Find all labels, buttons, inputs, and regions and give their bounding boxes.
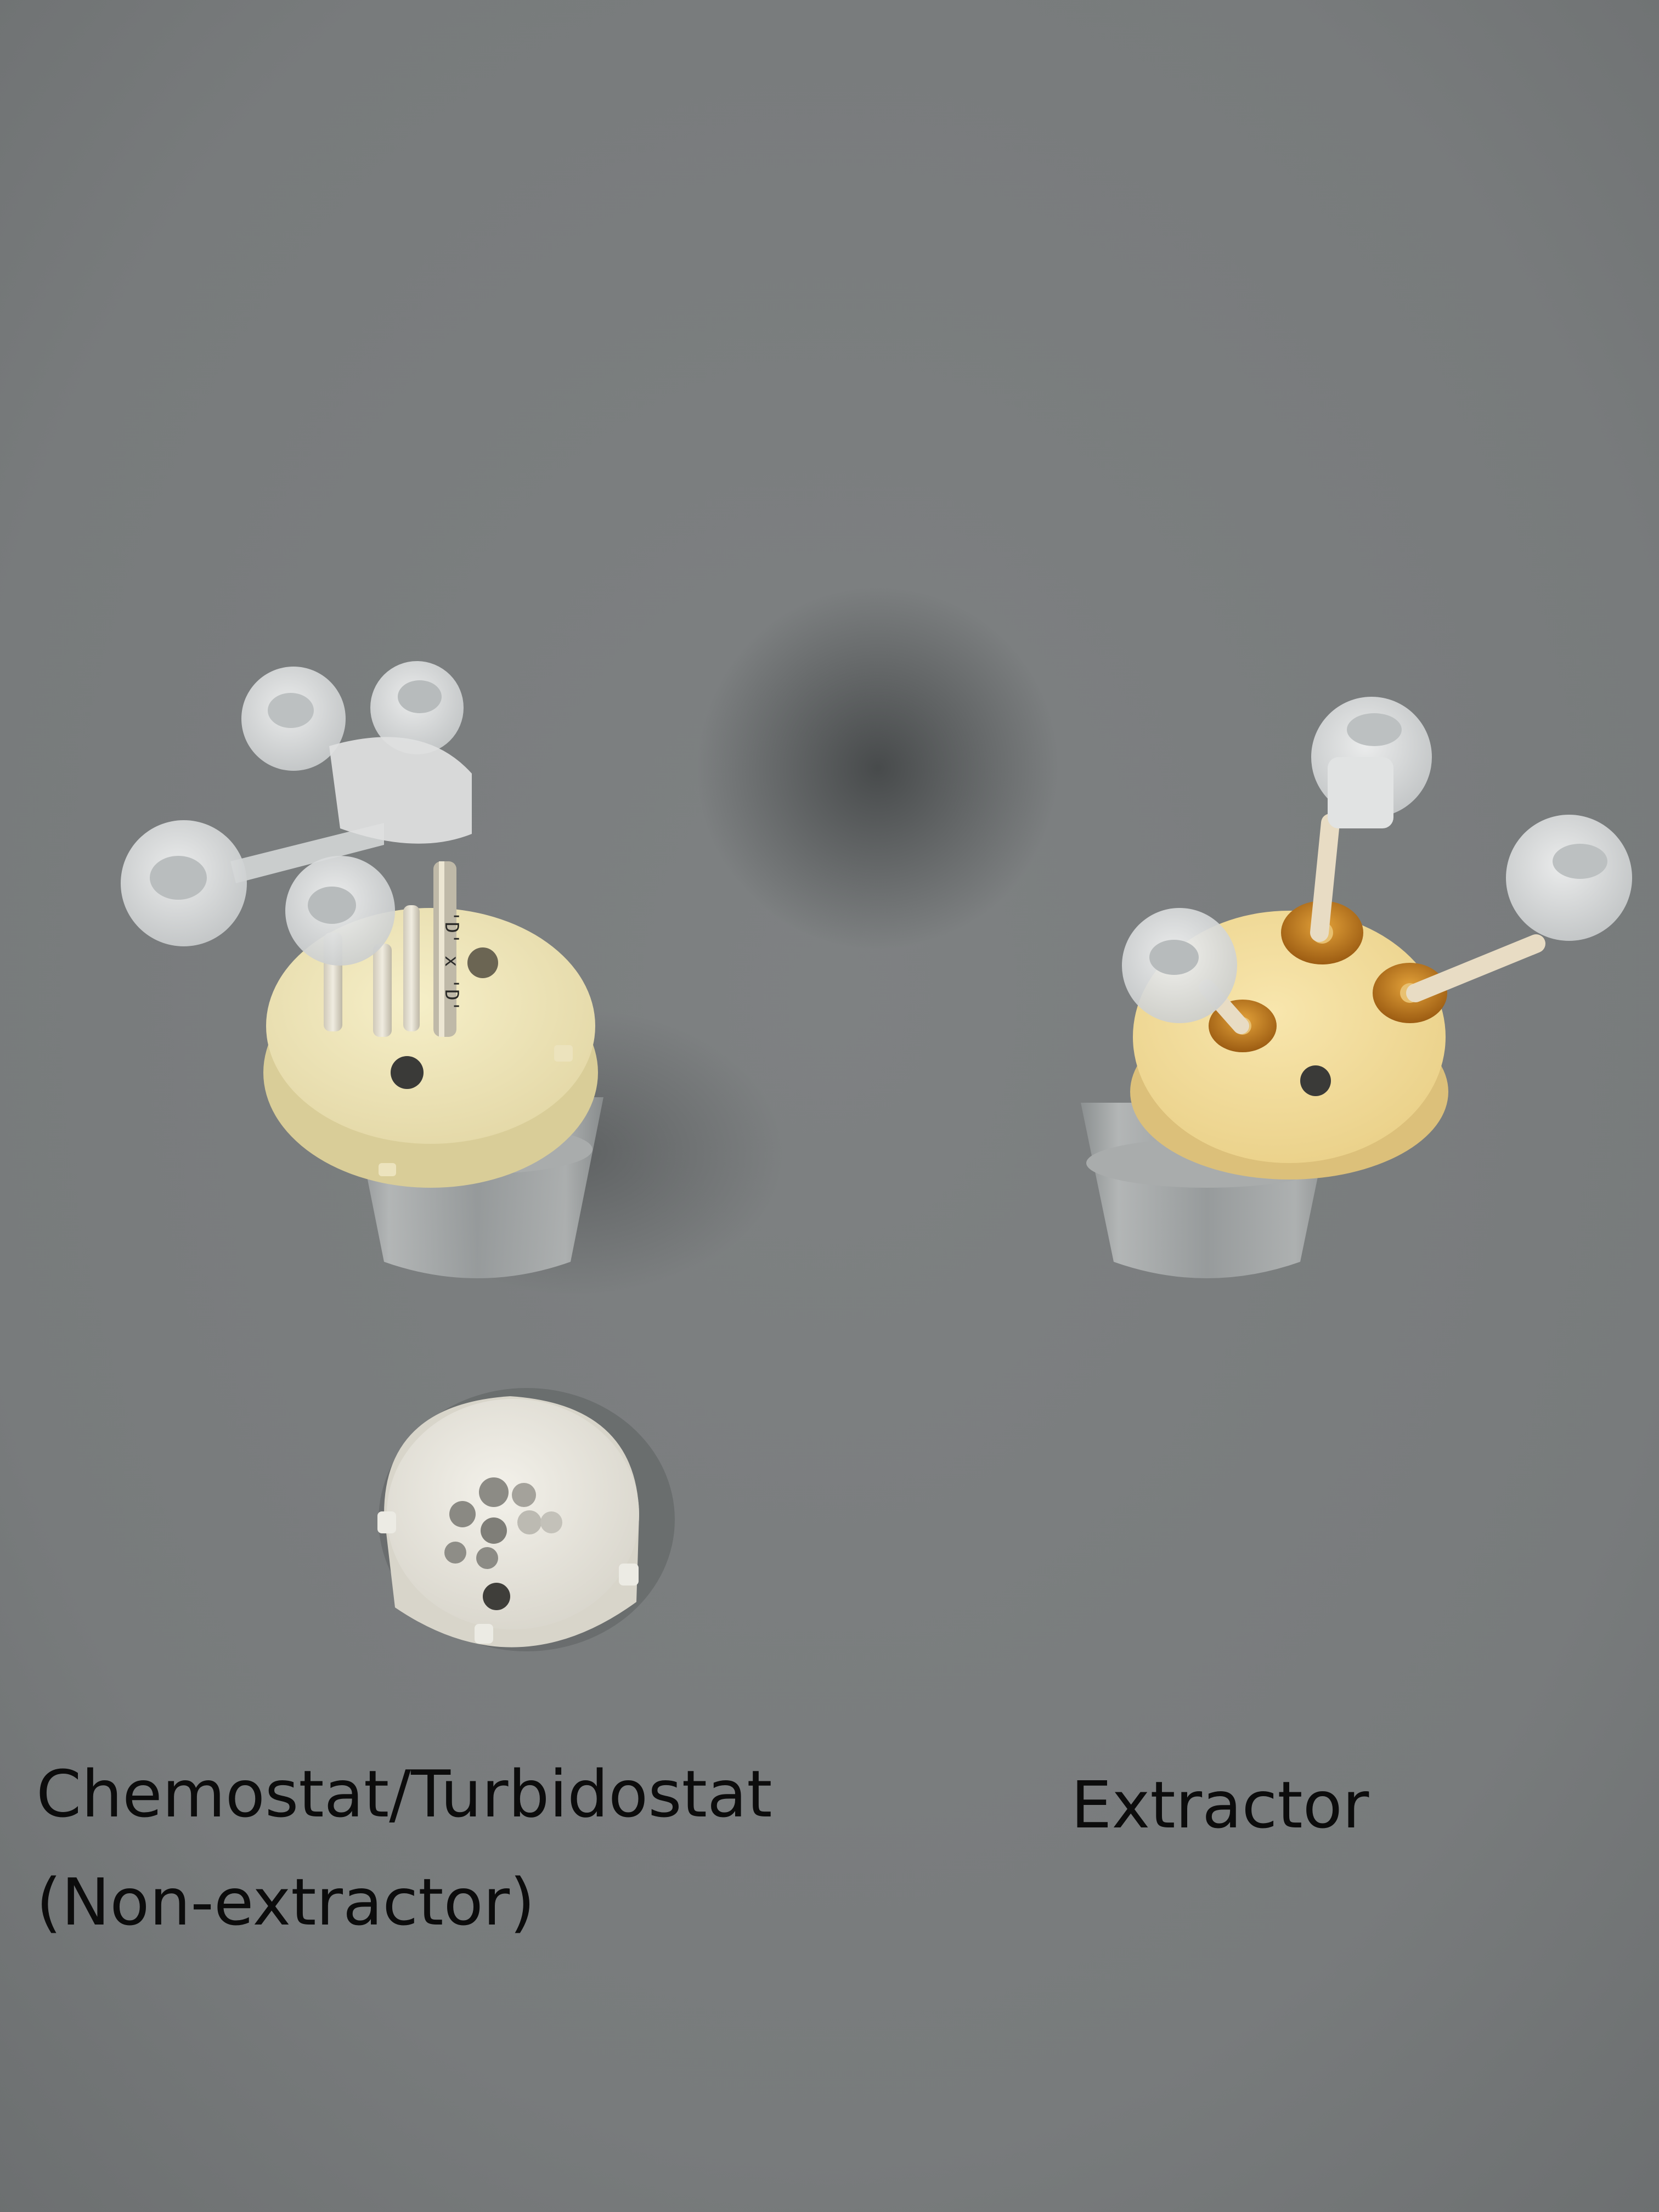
left-cap-hole [391,1056,424,1089]
caption-extractor: Extractor [1071,1767,1369,1843]
spare-cap-hole-8 [476,1547,498,1569]
spare-cap-tab-2 [619,1564,639,1585]
spare-cap-hole-1 [479,1477,509,1507]
left-cap-top [266,908,595,1144]
right-tube-2 [1406,934,1545,1002]
spare-cap-hole-9 [483,1583,510,1610]
left-luer-4-bore [308,887,356,924]
spare-cap-hole-4 [481,1517,507,1544]
right-luer-2 [1506,815,1632,941]
left-cap-tab-2 [379,1163,396,1176]
right-luer-2-bore [1553,844,1607,879]
left-cap-tab [554,1045,573,1062]
caption-non-extractor-line1: Chemostat/Turbidostat [36,1756,772,1832]
left-luer-3-bore [398,680,442,713]
spare-cap-hole-5 [517,1510,541,1534]
right-luer-1-bore [1347,713,1402,746]
spare-cap-hole-6 [540,1511,562,1533]
spare-white-cap [377,1388,675,1651]
left-needle-print: 'D' x 'D' [441,911,462,1012]
right-luer-3-bore [1149,940,1199,975]
left-tube-2 [373,944,392,1037]
left-luer-1-bore [150,856,207,900]
left-cap-hole-2 [467,947,498,978]
extractor-vial [1081,697,1632,1278]
right-luer-1-stem [1328,757,1393,828]
spare-cap-top [387,1399,639,1629]
left-tube-3 [403,905,420,1031]
left-long-needle-highlight [439,861,444,1037]
spare-cap-hole-7 [444,1542,466,1564]
left-luer-hub [329,737,472,844]
spare-cap-hole-3 [449,1501,476,1527]
center-shadow [697,587,1059,949]
spare-cap-tab-1 [377,1511,396,1533]
right-cap-hole [1300,1065,1331,1096]
spare-cap-tab-3 [475,1624,493,1644]
right-tube-1 [1310,814,1340,942]
left-luer-2-bore [268,693,314,728]
caption-non-extractor-line2: (Non-extractor) [36,1864,535,1940]
left-connector-arm [230,823,384,883]
spare-cap-hole-2 [512,1483,536,1507]
non-extractor-vial: 'D' x 'D' [121,661,603,1278]
